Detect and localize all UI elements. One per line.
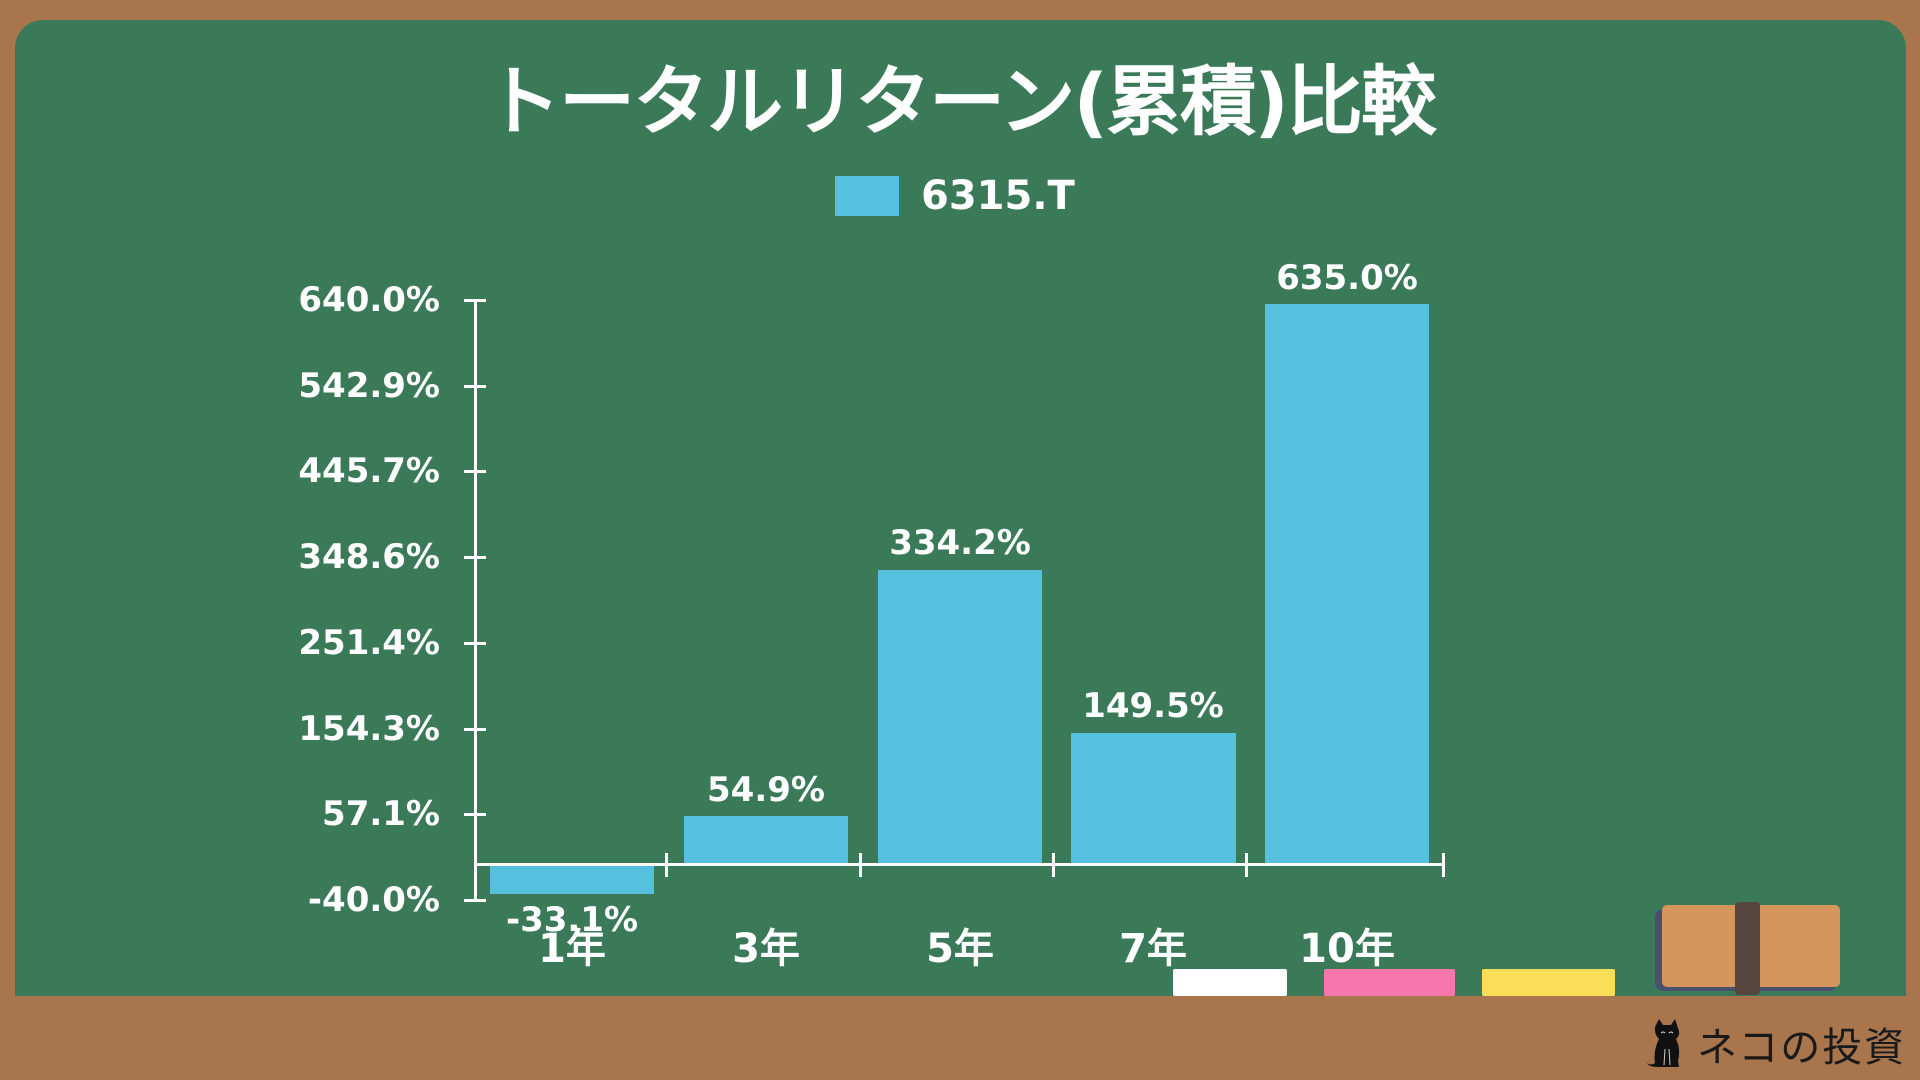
brand-logo: ネコの投資 (1645, 1015, 1906, 1073)
bar-value-label: 149.5% (1082, 686, 1224, 726)
brand-name: ネコの投資 (1697, 1025, 1907, 1071)
y-axis-tick (464, 642, 486, 645)
pink-chalk-icon (1324, 969, 1455, 996)
white-chalk-icon (1173, 969, 1287, 996)
y-axis-tick (464, 385, 486, 388)
x-axis-line (475, 863, 1445, 866)
x-category-label: 10年 (1299, 926, 1395, 972)
bar-value-label: -33.1% (505, 900, 639, 940)
y-tick-label: -40.0% (307, 880, 440, 920)
bar-value-label: 635.0% (1276, 258, 1418, 298)
y-tick-label: 445.7% (298, 451, 440, 491)
y-tick-label: 542.9% (298, 366, 440, 406)
x-category-label: 5年 (926, 926, 994, 972)
bar-7y (1071, 733, 1236, 865)
chart-title: トータルリターン(累積)比較 (485, 57, 1437, 146)
y-tick-label: 348.6% (298, 537, 440, 577)
yellow-chalk-icon (1482, 969, 1615, 996)
y-axis-line (474, 300, 477, 901)
y-axis-tick (464, 299, 486, 302)
y-tick-label: 640.0% (298, 280, 440, 320)
x-axis-tick (1052, 853, 1055, 877)
x-category-label: 1年 (538, 926, 606, 972)
y-axis-tick (464, 556, 486, 559)
eraser-icon (1655, 902, 1840, 995)
x-axis-tick (859, 853, 862, 877)
x-axis-tick (665, 853, 668, 877)
bar-value-label: 334.2% (889, 523, 1031, 563)
legend: 6315.T (835, 173, 1075, 219)
y-axis-tick (464, 813, 486, 816)
y-tick-label: 57.1% (322, 794, 440, 834)
cat-icon (1647, 1019, 1680, 1067)
y-tick-label: 154.3% (298, 709, 440, 749)
legend-label: 6315.T (921, 173, 1075, 219)
x-axis-tick (1442, 853, 1445, 877)
y-axis-tick (464, 728, 486, 731)
bar-3y (684, 816, 848, 865)
legend-swatch (835, 176, 899, 216)
y-axis-tick (464, 899, 486, 902)
x-axis-tick (1245, 853, 1248, 877)
bar-1y (490, 865, 654, 894)
bar-10y (1265, 304, 1429, 865)
bar-5y (878, 570, 1042, 865)
bar-value-label: 54.9% (707, 770, 825, 810)
y-tick-label: 251.4% (298, 623, 440, 663)
x-category-label: 7年 (1119, 926, 1187, 972)
x-category-label: 3年 (732, 926, 800, 972)
y-axis-tick (464, 470, 486, 473)
